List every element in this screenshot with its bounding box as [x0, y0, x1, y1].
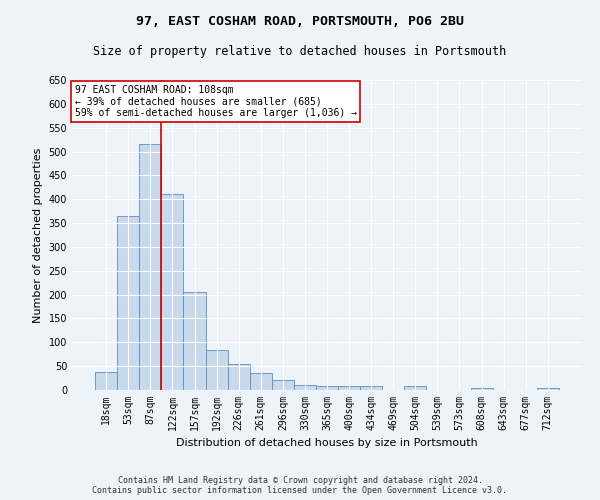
Bar: [537, 388, 559, 390]
Bar: [294, 385, 316, 390]
Text: Contains HM Land Registry data © Crown copyright and database right 2024.
Contai: Contains HM Land Registry data © Crown c…: [92, 476, 508, 495]
Bar: [161, 194, 184, 390]
Bar: [95, 372, 117, 390]
Text: 97 EAST COSHAM ROAD: 108sqm
← 39% of detached houses are smaller (685)
59% of se: 97 EAST COSHAM ROAD: 108sqm ← 39% of det…: [74, 84, 356, 118]
Bar: [316, 386, 338, 390]
Bar: [250, 374, 272, 390]
Bar: [272, 380, 294, 390]
Bar: [360, 386, 382, 390]
Bar: [470, 388, 493, 390]
Text: Size of property relative to detached houses in Portsmouth: Size of property relative to detached ho…: [94, 45, 506, 58]
Bar: [338, 386, 360, 390]
Bar: [139, 144, 161, 390]
Bar: [404, 386, 427, 390]
Text: 97, EAST COSHAM ROAD, PORTSMOUTH, PO6 2BU: 97, EAST COSHAM ROAD, PORTSMOUTH, PO6 2B…: [136, 15, 464, 28]
Bar: [206, 350, 227, 390]
Bar: [184, 292, 206, 390]
Y-axis label: Number of detached properties: Number of detached properties: [33, 148, 43, 322]
X-axis label: Distribution of detached houses by size in Portsmouth: Distribution of detached houses by size …: [176, 438, 478, 448]
Bar: [227, 364, 250, 390]
Bar: [117, 216, 139, 390]
